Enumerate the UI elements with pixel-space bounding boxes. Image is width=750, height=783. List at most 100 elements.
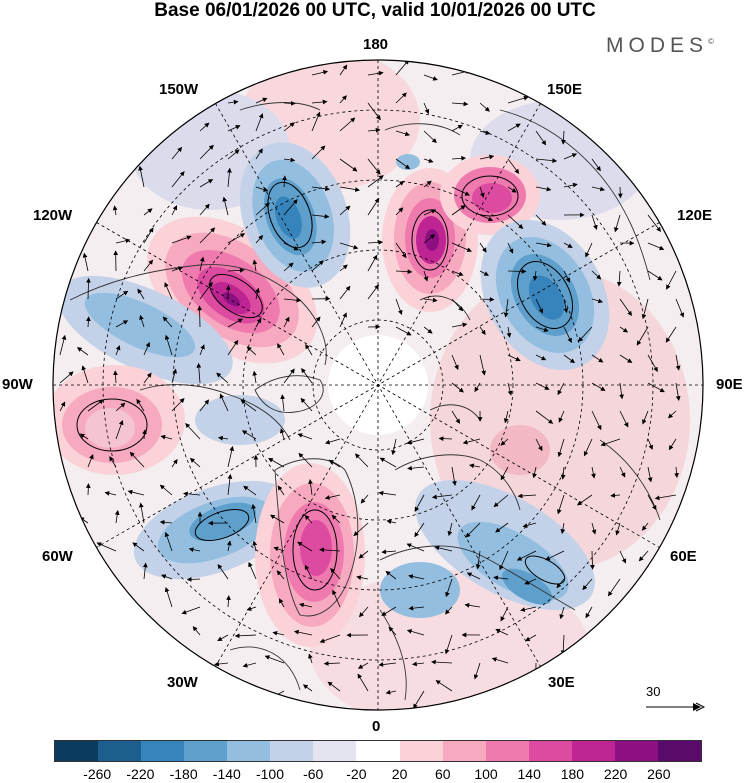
- wind-vector: [246, 606, 257, 611]
- wind-vector: [647, 242, 665, 251]
- wind-vector: [451, 466, 457, 486]
- wind-vector: [615, 522, 621, 536]
- wind-vector: [367, 158, 381, 175]
- wind-vector: [297, 433, 313, 440]
- wind-vector: [451, 298, 464, 312]
- wind-vector: [324, 494, 341, 500]
- wind-vector: [222, 196, 229, 216]
- wind-vector: [381, 549, 397, 555]
- colorbar-tick-label: 260: [647, 766, 671, 782]
- wind-vector: [278, 598, 285, 608]
- wind-vector: [171, 266, 184, 272]
- wind-vector: [535, 158, 558, 163]
- wind-vector: [545, 550, 565, 561]
- wind-vector: [491, 657, 509, 664]
- wind-vector: [591, 522, 597, 535]
- wind-vector: [499, 550, 509, 571]
- wind-vector: [423, 270, 429, 282]
- wind-vector: [434, 545, 453, 552]
- wind-vector: [451, 186, 470, 196]
- wind-vector: [479, 102, 490, 112]
- wind-vector: [339, 264, 348, 272]
- wind-vector: [234, 633, 257, 639]
- wind-vector: [367, 70, 384, 76]
- wind-vector: [164, 531, 173, 552]
- wind-vector: [423, 234, 436, 244]
- wind-vector: [451, 205, 466, 216]
- colorbar-swatch: [485, 741, 529, 761]
- wind-vector: [188, 547, 201, 553]
- wind-vector: [59, 401, 66, 412]
- wind-vector: [367, 102, 381, 121]
- wind-vector: [413, 690, 425, 709]
- wind-vector: [311, 186, 330, 192]
- wind-vector: [507, 382, 513, 396]
- wind-vector: [160, 434, 173, 440]
- wind-vector: [171, 146, 183, 160]
- wind-vector: [302, 684, 313, 692]
- wind-vector: [507, 354, 521, 362]
- wind-vector: [406, 543, 425, 552]
- wind-vector: [227, 318, 243, 328]
- wind-vector: [311, 111, 321, 132]
- colorbar-ticks: -260 -220 -180 -140 -100 -60 -20 20 60 100 140 180 2…: [0, 766, 750, 783]
- wind-vector: [185, 423, 201, 440]
- lon-label-60e: 60E: [670, 548, 697, 565]
- wind-vector: [283, 297, 302, 303]
- wind-vector: [414, 494, 425, 512]
- wind-vector: [339, 285, 351, 300]
- wind-vector: [331, 514, 341, 524]
- wind-vector: [423, 209, 437, 216]
- wind-vector: [469, 463, 481, 469]
- wind-vector: [129, 451, 145, 468]
- wind-vector: [186, 577, 201, 582]
- wind-vector: [407, 465, 425, 471]
- wind-vector: [339, 64, 348, 76]
- wind-vector: [557, 382, 565, 396]
- wind-vector: [507, 95, 529, 104]
- wind-vector: [199, 256, 205, 272]
- wind-vector: [300, 397, 313, 412]
- wind-vector: [339, 95, 347, 104]
- wind-vector: [79, 433, 89, 440]
- wind-vector: [479, 214, 494, 222]
- wind-vector: [590, 550, 595, 570]
- anomaly-europe-low: [415, 479, 595, 611]
- wind-vector: [507, 214, 524, 229]
- wind-vector: [298, 452, 313, 468]
- colorbar-tick-label: -20: [346, 766, 367, 782]
- wind-vector: [560, 634, 566, 656]
- wind-vectors: [59, 60, 685, 709]
- wind-vector: [357, 673, 369, 692]
- wind-vector: [465, 522, 481, 538]
- colorbar-tick-label: -60: [303, 766, 324, 782]
- wind-vector: [76, 347, 89, 356]
- wind-vector: [217, 563, 229, 580]
- wind-vector: [227, 267, 245, 273]
- wind-vector: [164, 282, 173, 300]
- wind-vector: [323, 661, 341, 666]
- lon-label-150w: 150W: [159, 81, 199, 98]
- wind-vector: [444, 634, 453, 655]
- wind-vector: [388, 626, 397, 636]
- wind-vector: [507, 123, 521, 132]
- wind-vector: [304, 514, 313, 524]
- wind-vector: [614, 214, 621, 233]
- wind-vector: [445, 578, 453, 598]
- colorbar-swatch: [356, 741, 400, 761]
- wind-vector: [507, 242, 514, 254]
- wind-vector: [563, 270, 570, 283]
- wind-vector: [378, 490, 397, 496]
- colorbar-swatch: [614, 741, 658, 761]
- wind-vector: [142, 562, 148, 580]
- wind-vector: [240, 399, 257, 412]
- wind-vector: [181, 606, 201, 615]
- wind-vector: [199, 179, 214, 188]
- wind-vector: [311, 99, 328, 105]
- wind-vector: [500, 606, 509, 622]
- colorbar-swatch: [270, 741, 314, 761]
- wind-vector: [241, 430, 257, 440]
- wind-vector: [115, 290, 129, 300]
- colorbar-tick-label: -100: [255, 766, 285, 782]
- colorbar-tick-label: -260: [83, 766, 112, 782]
